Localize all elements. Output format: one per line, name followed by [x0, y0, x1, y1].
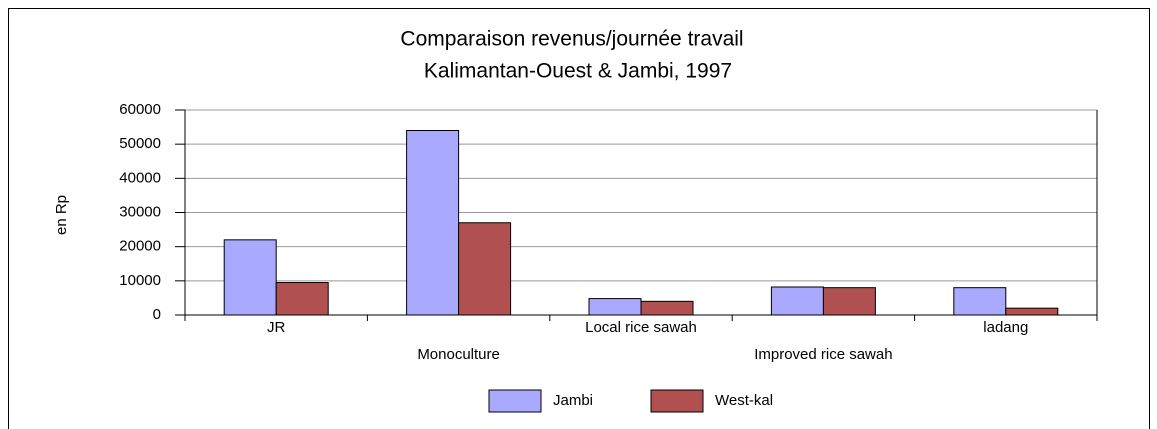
x-tick-label: JR [267, 319, 286, 336]
x-tick-label: Local rice sawah [585, 319, 697, 336]
y-tick-label: 30000 [119, 203, 161, 220]
bar [458, 222, 512, 316]
x-tick-label: Improved rice sawah [754, 346, 892, 363]
bar [640, 300, 694, 316]
y-tick-label: 0 [153, 306, 161, 323]
chart-subtitle: Kalimantan-Ouest & Jambi, 1997 [424, 60, 732, 83]
x-tick-label: ladang [983, 319, 1028, 336]
y-tick-label: 10000 [119, 272, 161, 289]
bar [223, 239, 277, 316]
legend-swatch [650, 389, 704, 413]
bar [822, 287, 876, 316]
y-axis-label: en Rp [53, 195, 70, 235]
y-tick-label: 50000 [119, 135, 161, 152]
chart-border [8, 8, 1150, 429]
y-tick-label: 40000 [119, 169, 161, 186]
legend-swatch [488, 389, 542, 413]
bar [1005, 307, 1059, 316]
y-tick-label: 20000 [119, 238, 161, 255]
bar [588, 298, 642, 316]
x-tick-label: Monoculture [417, 346, 500, 363]
chart-title: Comparaison revenus/journée travail [400, 28, 743, 51]
legend-label: West-kal [715, 392, 773, 409]
bar [275, 282, 329, 316]
bar [953, 287, 1007, 316]
bar [406, 130, 460, 316]
bar [770, 286, 824, 316]
y-tick-label: 60000 [119, 101, 161, 118]
legend-label: Jambi [553, 392, 593, 409]
